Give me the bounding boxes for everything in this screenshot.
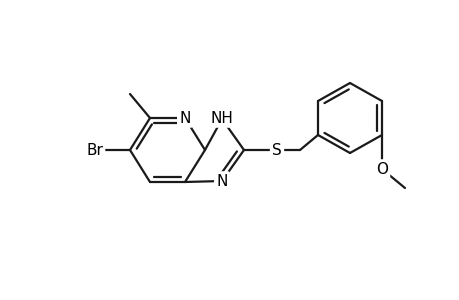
- Text: Br: Br: [86, 142, 103, 158]
- Text: N: N: [216, 173, 227, 188]
- Text: S: S: [272, 142, 281, 158]
- Text: O: O: [375, 161, 387, 176]
- Text: N: N: [179, 110, 190, 125]
- Text: NH: NH: [210, 110, 233, 125]
